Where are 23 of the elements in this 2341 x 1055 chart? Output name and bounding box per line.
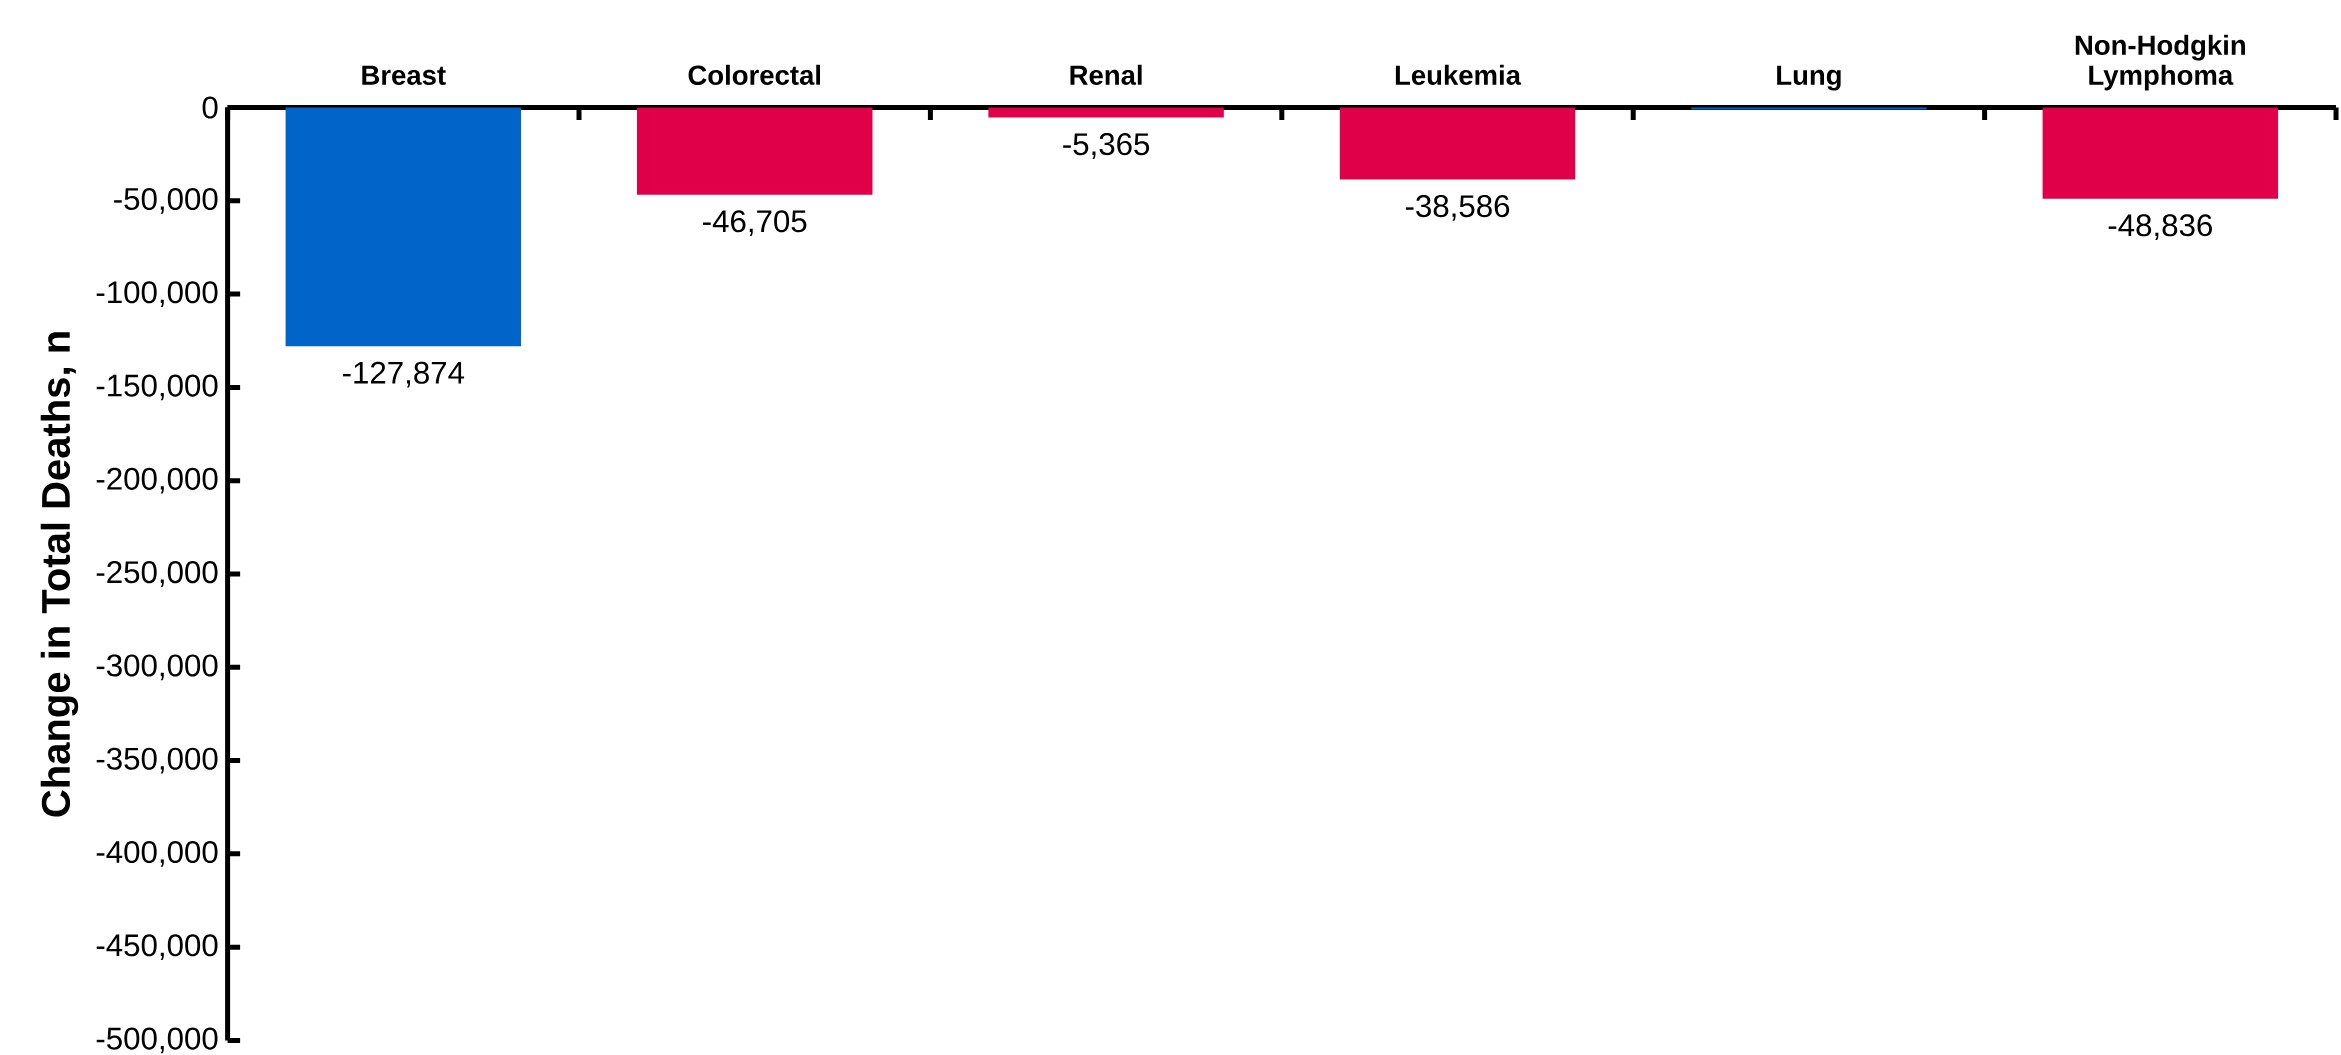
y-tick-label: -250,000 bbox=[96, 560, 218, 587]
y-tick-label: -350,000 bbox=[96, 747, 218, 774]
y-tick-label: -100,000 bbox=[96, 281, 218, 307]
y-tick-label: -400,000 bbox=[96, 840, 218, 867]
y-tick-label: -450,000 bbox=[96, 934, 218, 960]
x-tick-label: Renal bbox=[1070, 64, 1142, 85]
x-tick-label: Colorectal bbox=[688, 64, 821, 85]
x-tick-label: Leukemia bbox=[1395, 64, 1522, 85]
x-tick-label: Breast bbox=[362, 65, 446, 85]
data-label: -5,365 bbox=[1063, 132, 1150, 159]
data-label: -46,705 bbox=[703, 209, 807, 236]
y-tick-label: 0 bbox=[202, 96, 218, 119]
x-tick-label: Lung bbox=[1777, 65, 1841, 91]
y-axis-title: Change in Total Deaths, n bbox=[40, 332, 79, 817]
data-label: -127,874 bbox=[342, 361, 465, 388]
y-tick-label: -150,000 bbox=[96, 374, 218, 401]
y-tick-label: -50,000 bbox=[114, 187, 218, 214]
y-tick-label: -300,000 bbox=[96, 654, 218, 680]
data-label: -38,586 bbox=[1405, 194, 1510, 221]
y-tick-label: -500,000 bbox=[96, 1027, 218, 1054]
y-tick-label: -200,000 bbox=[96, 467, 218, 494]
data-label: -48,836 bbox=[2108, 213, 2212, 240]
x-tick-label: Non-Hodgkin Lymphoma bbox=[2075, 34, 2245, 91]
